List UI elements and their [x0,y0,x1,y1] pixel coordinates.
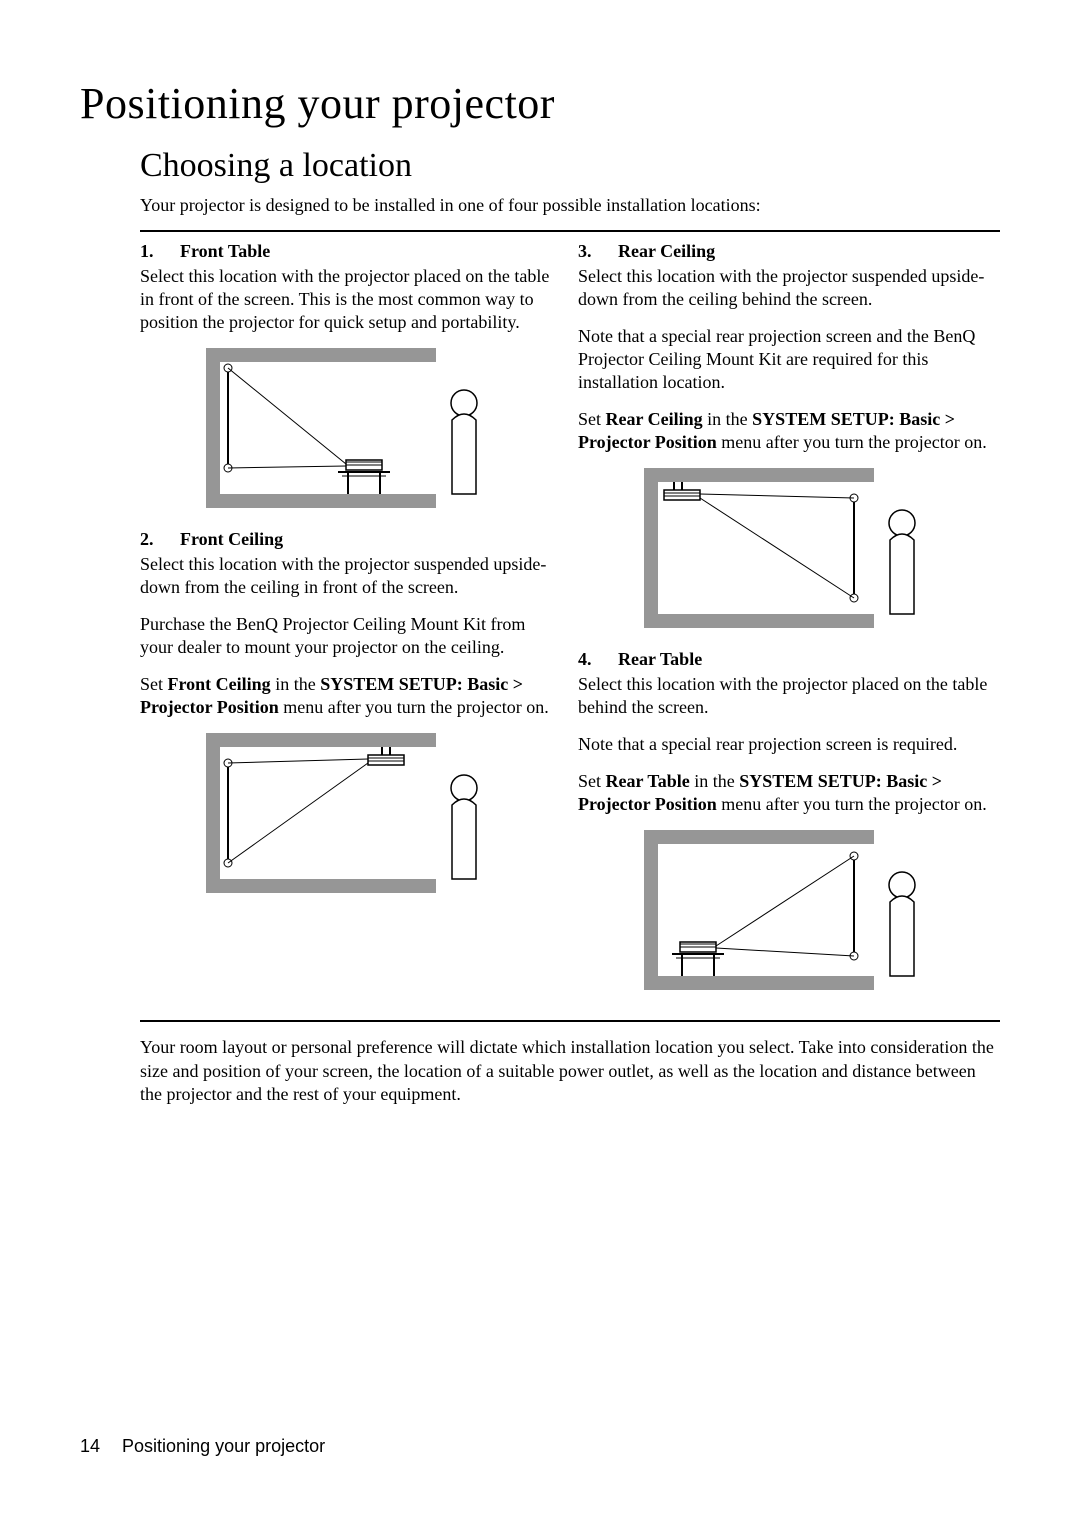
front-table-desc: Select this location with the projector … [140,265,562,334]
text: Set [578,409,606,429]
front-ceiling-heading: 2.Front Ceiling [140,528,562,551]
text: in the [271,674,321,694]
item-title: Front Ceiling [180,529,283,549]
item-number: 2. [140,528,180,551]
installation-columns: 1.Front Table Select this location with … [140,230,1000,1022]
rear-table-p1: Select this location with the projector … [578,673,1000,719]
item-number: 4. [578,648,618,671]
front-ceiling-p3: Set Front Ceiling in the SYSTEM SETUP: B… [140,673,562,719]
left-column: 1.Front Table Select this location with … [140,240,562,1010]
right-column: 3.Rear Ceiling Select this location with… [578,240,1000,1010]
text: Set [140,674,168,694]
footer-note: Your room layout or personal preference … [140,1036,1000,1106]
front-table-diagram [206,348,496,508]
section-title: Choosing a location [140,147,1000,185]
text: menu after you turn the projector on. [717,432,987,452]
page-number: 14 [80,1436,100,1456]
text: in the [690,771,740,791]
front-ceiling-diagram [206,733,496,893]
item-title: Rear Ceiling [618,241,715,261]
rear-table-diagram [644,830,934,990]
item-title: Front Table [180,241,270,261]
rear-ceiling-p2: Note that a special rear projection scre… [578,325,1000,394]
item-title: Rear Table [618,649,702,669]
rear-ceiling-heading: 3.Rear Ceiling [578,240,1000,263]
intro-text: Your projector is designed to be install… [140,195,1000,216]
text: Set [578,771,606,791]
rear-ceiling-p1: Select this location with the projector … [578,265,1000,311]
text: in the [703,409,753,429]
item-number: 3. [578,240,618,263]
menu-option: Front Ceiling [168,674,271,694]
footer-title: Positioning your projector [122,1436,325,1456]
page-footer: 14 Positioning your projector [80,1436,325,1457]
rear-table-p3: Set Rear Table in the SYSTEM SETUP: Basi… [578,770,1000,816]
page-title: Positioning your projector [80,78,1000,129]
menu-option: Rear Table [606,771,690,791]
rear-ceiling-p3: Set Rear Ceiling in the SYSTEM SETUP: Ba… [578,408,1000,454]
front-table-heading: 1.Front Table [140,240,562,263]
menu-option: Rear Ceiling [606,409,703,429]
rear-table-heading: 4.Rear Table [578,648,1000,671]
text: menu after you turn the projector on. [279,697,549,717]
front-ceiling-p1: Select this location with the projector … [140,553,562,599]
front-ceiling-p2: Purchase the BenQ Projector Ceiling Moun… [140,613,562,659]
text: menu after you turn the projector on. [717,794,987,814]
rear-table-p2: Note that a special rear projection scre… [578,733,1000,756]
item-number: 1. [140,240,180,263]
rear-ceiling-diagram [644,468,934,628]
